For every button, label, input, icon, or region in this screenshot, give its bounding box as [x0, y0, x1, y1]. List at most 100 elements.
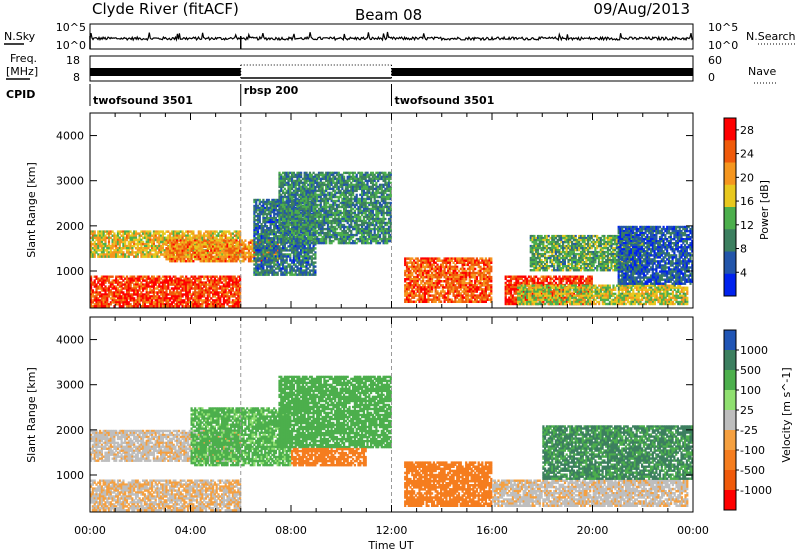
heatmap-cell [307, 187, 310, 191]
heatmap-cell [226, 303, 229, 306]
heatmap-cell [287, 187, 290, 191]
heatmap-cell [269, 204, 272, 208]
heatmap-cell [255, 200, 258, 204]
heatmap-cell [145, 305, 148, 308]
heatmap-cell [217, 299, 220, 302]
heatmap-cell [330, 183, 333, 187]
heatmap-cell [120, 277, 123, 280]
heatmap-cell [120, 301, 123, 304]
heatmap-cell [344, 235, 347, 239]
heatmap-cell [282, 217, 285, 221]
heatmap-cell [118, 281, 121, 284]
heatmap-cell [312, 197, 315, 201]
heatmap-cell [283, 241, 286, 245]
heatmap-cell [122, 247, 125, 250]
heatmap-cell [256, 245, 260, 248]
heatmap-cell [194, 283, 197, 286]
heatmap-cell [316, 177, 319, 181]
heatmap-cell [90, 247, 93, 250]
heatmap-cell [280, 243, 283, 246]
heatmap-cell [280, 271, 283, 274]
heatmap-cell [317, 225, 321, 229]
heatmap-cell [278, 183, 281, 187]
heatmap-cell [328, 211, 331, 215]
heatmap-cell [104, 299, 107, 302]
heatmap-cell [186, 295, 190, 298]
heatmap-cell [107, 242, 111, 246]
heatmap-cell [278, 177, 281, 181]
heatmap-cell [99, 301, 102, 304]
heatmap-cell [167, 303, 170, 306]
heatmap-cell [231, 247, 234, 251]
heatmap-cell [199, 249, 202, 253]
heatmap-cell [312, 189, 315, 193]
heatmap-cell [317, 193, 321, 197]
heatmap-cell [217, 232, 220, 235]
heatmap-cell [328, 207, 331, 211]
heatmap-cell [194, 277, 197, 280]
heatmap-cell [113, 279, 116, 282]
heatmap-cell [276, 261, 279, 264]
heatmap-cell [203, 234, 206, 237]
heatmap-cell [285, 255, 288, 258]
heatmap-cell [280, 273, 283, 276]
heatmap-cell [343, 193, 346, 197]
heatmap-cell [283, 243, 286, 246]
heatmap-cell [312, 205, 315, 209]
heatmap-cell [343, 235, 346, 239]
heatmap-cell [323, 237, 326, 241]
heatmap-cell [104, 236, 107, 240]
heatmap-cell [274, 212, 277, 216]
heatmap-cell [147, 240, 150, 244]
heatmap-cell [343, 207, 346, 211]
heatmap-cell [90, 297, 93, 300]
heatmap-cell [215, 243, 218, 246]
heatmap-cell [95, 242, 98, 246]
heatmap-cell [294, 251, 297, 254]
heatmap-cell [242, 257, 245, 261]
heatmap-cell [298, 175, 301, 179]
heatmap-cell [267, 202, 270, 206]
heatmap-cell [278, 267, 281, 270]
heatmap-cell [283, 259, 286, 262]
heatmap-cell [301, 271, 304, 274]
heatmap-cell [350, 213, 353, 217]
heatmap-cell [145, 299, 148, 302]
heatmap-cell [237, 293, 240, 296]
heatmap-cell [181, 285, 184, 288]
heatmap-cell [319, 229, 322, 233]
heatmap-cell [208, 275, 211, 278]
heatmap-cell [181, 293, 184, 296]
heatmap-cell [172, 251, 175, 255]
heatmap-cell [326, 205, 330, 209]
heatmap-cell [131, 240, 134, 244]
heatmap-cell [100, 240, 103, 244]
heatmap-cell [258, 202, 261, 206]
heatmap-cell [332, 211, 335, 215]
heatmap-cell [195, 249, 199, 253]
heatmap-cell [255, 273, 258, 276]
heatmap-cell [264, 216, 267, 220]
heatmap-cell [140, 277, 143, 280]
heatmap-cell [170, 253, 173, 256]
heatmap-cell [239, 299, 242, 302]
heatmap-cell [341, 241, 344, 245]
heatmap-cell [185, 285, 188, 288]
heatmap-cell [325, 237, 328, 241]
heatmap-cell [278, 245, 281, 248]
heatmap-cell [264, 229, 267, 232]
heatmap-cell [307, 261, 310, 264]
heatmap-cell [224, 249, 227, 253]
heatmap-cell [319, 211, 322, 215]
heatmap-cell [344, 201, 347, 205]
heatmap-cell [206, 289, 209, 292]
heatmap-cell [158, 236, 161, 240]
heatmap-cell [330, 233, 333, 237]
heatmap-cell [197, 301, 200, 304]
heatmap-cell [210, 297, 213, 300]
heatmap-cell [133, 303, 136, 306]
heatmap-cell [278, 191, 281, 195]
heatmap-cell [264, 241, 267, 244]
heatmap-cell [134, 230, 138, 233]
heatmap-cell [308, 273, 312, 276]
